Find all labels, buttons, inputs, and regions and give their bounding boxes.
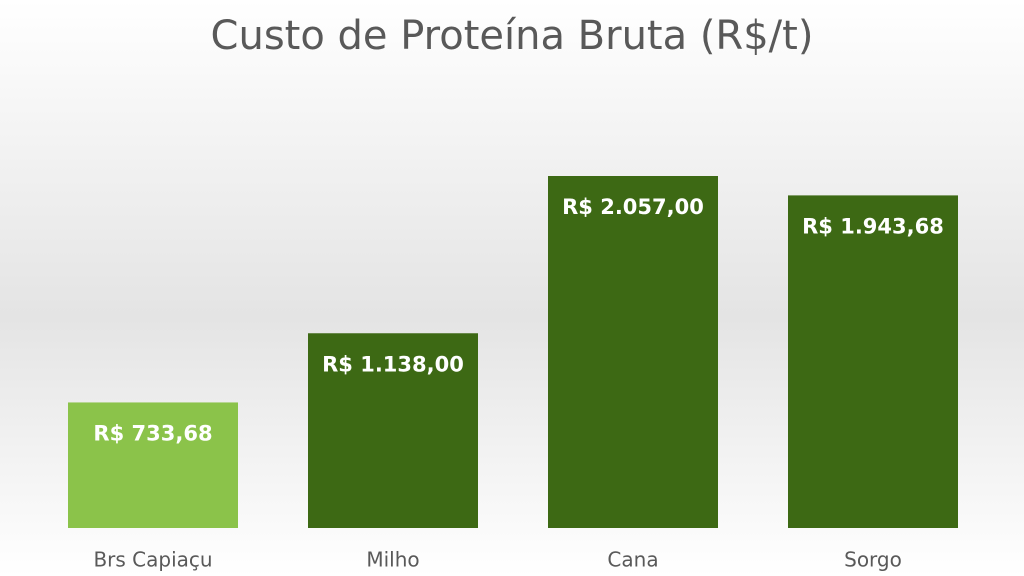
x-tick-label: Brs Capiaçu [93, 548, 212, 572]
chart-title: Custo de Proteína Bruta (R$/t) [211, 13, 814, 59]
bar [308, 333, 478, 528]
value-label: R$ 733,68 [93, 421, 212, 445]
value-label: R$ 2.057,00 [562, 195, 704, 219]
value-label: R$ 1.138,00 [322, 352, 464, 376]
bar [68, 402, 238, 528]
x-tick-label: Cana [607, 548, 658, 572]
x-tick-label: Sorgo [844, 548, 902, 572]
bar [548, 176, 718, 528]
bar [788, 195, 958, 528]
value-label: R$ 1.943,68 [802, 214, 944, 238]
x-tick-label: Milho [366, 548, 419, 572]
